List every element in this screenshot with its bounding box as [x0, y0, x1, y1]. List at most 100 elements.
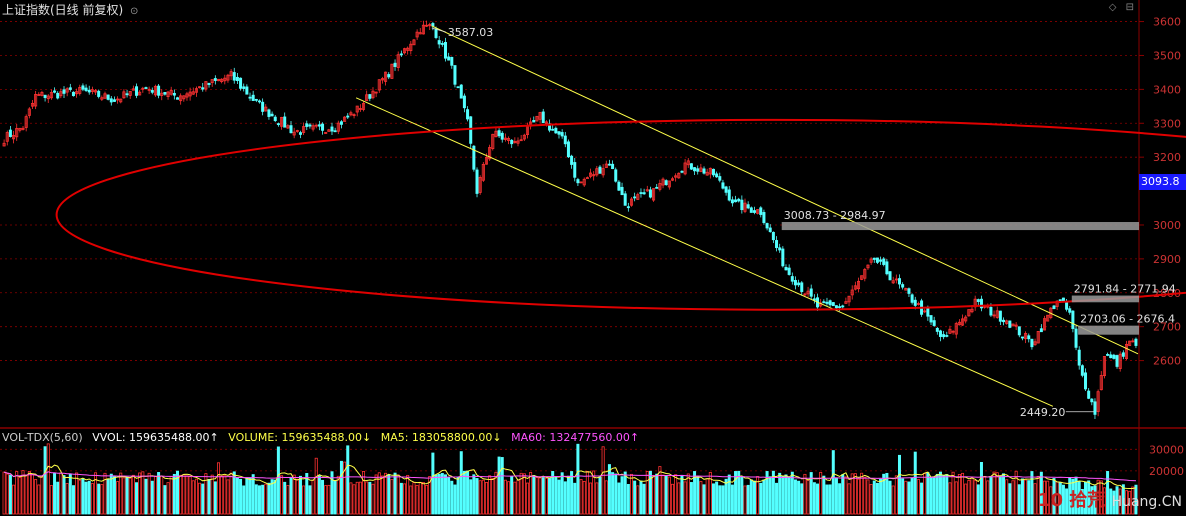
- candle-body: [447, 56, 451, 61]
- candle-body: [125, 93, 129, 96]
- volume-bar: [289, 477, 293, 515]
- volume-bar: [557, 479, 561, 515]
- candle-body: [699, 167, 703, 172]
- candle-body: [551, 128, 555, 131]
- volume-bar: [916, 479, 920, 515]
- volume-bar: [1033, 483, 1037, 515]
- candle-body: [566, 141, 570, 158]
- volume-bar: [346, 445, 350, 515]
- volume-bar: [554, 476, 558, 515]
- volume-bar: [362, 471, 366, 515]
- candle-body: [100, 97, 104, 100]
- candle-body: [806, 290, 810, 295]
- candle-body: [59, 91, 63, 97]
- candle-body: [513, 141, 517, 143]
- volume-bar: [112, 476, 116, 515]
- volume-bar: [34, 479, 38, 515]
- candle-body: [752, 210, 756, 213]
- volume-bar: [56, 481, 60, 515]
- candle-body: [390, 63, 394, 79]
- volume-bar: [494, 471, 498, 515]
- candle-body: [462, 95, 466, 109]
- volume-bar: [169, 476, 173, 515]
- volume-bar: [292, 474, 296, 515]
- candle-body: [1121, 352, 1125, 357]
- volume-bar: [979, 461, 983, 515]
- panel-toggle-icon[interactable]: ⊟: [1125, 2, 1134, 13]
- resistance-zone: [1071, 295, 1139, 303]
- zone-label: 2703.06 - 2676.4: [1080, 313, 1175, 326]
- candle-body: [1074, 328, 1078, 348]
- candle-body: [1068, 308, 1072, 313]
- candle-body: [242, 86, 246, 89]
- volume-bar: [450, 480, 454, 515]
- candle-body: [207, 82, 211, 85]
- current-price-tag: 3093.8: [1139, 174, 1186, 190]
- volume-bar: [781, 475, 785, 515]
- candle-body: [655, 186, 659, 189]
- volume-tick-label: 20000: [1149, 465, 1184, 478]
- diamond-icon[interactable]: ◇: [1108, 2, 1117, 13]
- candle-body: [910, 294, 914, 303]
- volume-bar: [967, 480, 971, 515]
- candle-body: [314, 124, 318, 127]
- candle-body: [276, 123, 280, 126]
- volume-indicator-name[interactable]: VOL-TDX(5,60): [2, 431, 83, 444]
- volume-bar: [403, 483, 407, 515]
- candle-body: [800, 282, 804, 292]
- candle-body: [191, 91, 195, 95]
- volume-bar: [882, 473, 886, 515]
- candle-body: [746, 204, 750, 209]
- volume-bar: [998, 475, 1002, 515]
- chevron-down-icon[interactable]: ⊙: [130, 6, 139, 17]
- candle-body: [737, 198, 741, 202]
- watermark: 10 拾荒 Huang.CN: [1038, 486, 1182, 512]
- price-tick-label: 2600: [1153, 355, 1181, 368]
- candle-body: [787, 267, 791, 275]
- volume-bar: [1080, 489, 1084, 515]
- volume-bar: [920, 482, 924, 515]
- volume-bar: [352, 484, 356, 515]
- volume-bar: [302, 485, 306, 515]
- candle-body: [491, 133, 495, 149]
- volume-bar: [27, 470, 31, 515]
- volume-bar: [1024, 479, 1028, 515]
- volume-bar: [176, 470, 180, 515]
- volume-header: VOL-TDX(5,60) VVOL: 159635488.00↑ VOLUME…: [2, 431, 645, 444]
- candle-body: [639, 192, 643, 194]
- volume-bar: [535, 477, 539, 515]
- volume-bar: [1017, 484, 1021, 515]
- volume-bar: [929, 476, 933, 515]
- volume-bar: [223, 475, 227, 515]
- candle-body: [1124, 343, 1128, 359]
- volume-bar: [349, 482, 353, 515]
- volume-bar: [216, 462, 220, 515]
- volume-bar: [913, 451, 917, 515]
- candle-body: [478, 176, 482, 193]
- volume-bar: [633, 480, 637, 515]
- candle-body: [311, 125, 315, 130]
- volume-bar: [1002, 473, 1006, 515]
- volume-bar: [942, 475, 946, 515]
- volume-bar: [907, 481, 911, 515]
- volume-bar: [226, 479, 230, 515]
- volume-bar: [1068, 477, 1072, 515]
- volume-bar: [380, 475, 384, 515]
- candle-body: [724, 186, 728, 193]
- volume-bar: [926, 472, 930, 515]
- candle-body: [998, 310, 1002, 322]
- volume-bar: [119, 472, 123, 515]
- candle-body: [362, 103, 366, 110]
- volume-bar: [775, 482, 779, 515]
- candle-body: [636, 194, 640, 200]
- candle-body: [1027, 335, 1031, 340]
- volume-bar: [141, 471, 145, 515]
- volume-bar: [1090, 486, 1094, 515]
- candle-body: [103, 93, 107, 99]
- candle-body: [399, 53, 403, 56]
- volume-bar: [507, 481, 511, 515]
- candle-body: [879, 259, 883, 262]
- channel-upper-line: [431, 25, 1139, 355]
- volume-bar: [116, 481, 120, 515]
